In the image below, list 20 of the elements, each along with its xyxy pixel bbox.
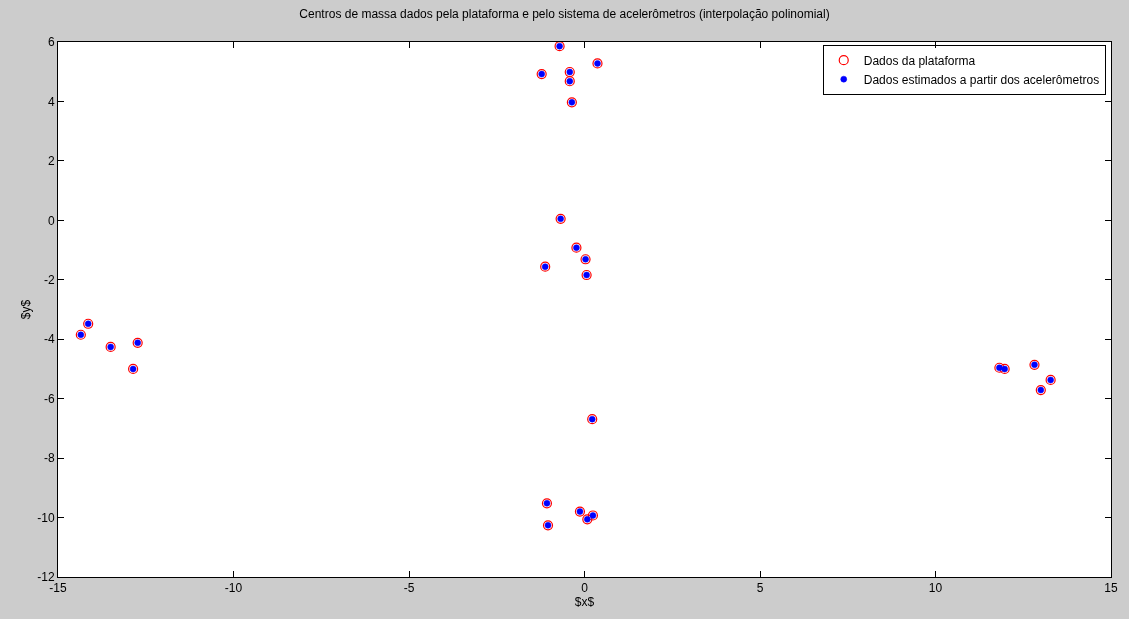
- y-tick-label: -8: [43, 451, 55, 466]
- y-axis-title: $y$: [18, 299, 33, 320]
- y-tick-label: -2: [43, 272, 55, 287]
- x-tick-label: 0: [581, 581, 589, 596]
- x-axis-title: $x$: [574, 595, 595, 610]
- y-tick-label: 4: [47, 94, 55, 109]
- x-tick-label: 10: [928, 581, 943, 596]
- y-tick-label: 6: [47, 35, 55, 50]
- y-tick-label: -10: [37, 510, 55, 525]
- x-tick-label: 5: [756, 581, 764, 596]
- y-tick-label: -4: [43, 332, 55, 347]
- legend-label: Dados da plataforma: [863, 53, 976, 68]
- x-tick-label: 15: [1104, 581, 1118, 596]
- chart-title: Centros de massa dados pela plataforma e pelo sistema de acelerômetros (interpolação polinomial): [299, 6, 830, 21]
- y-tick-label: -6: [43, 391, 55, 406]
- y-tick-label: 0: [47, 213, 55, 228]
- x-tick-label: -5: [403, 581, 415, 596]
- x-tick-label: -10: [224, 581, 243, 596]
- legend-label: Dados estimados a partir dos acelerômetros: [863, 72, 1100, 87]
- y-tick-label: 2: [47, 154, 55, 169]
